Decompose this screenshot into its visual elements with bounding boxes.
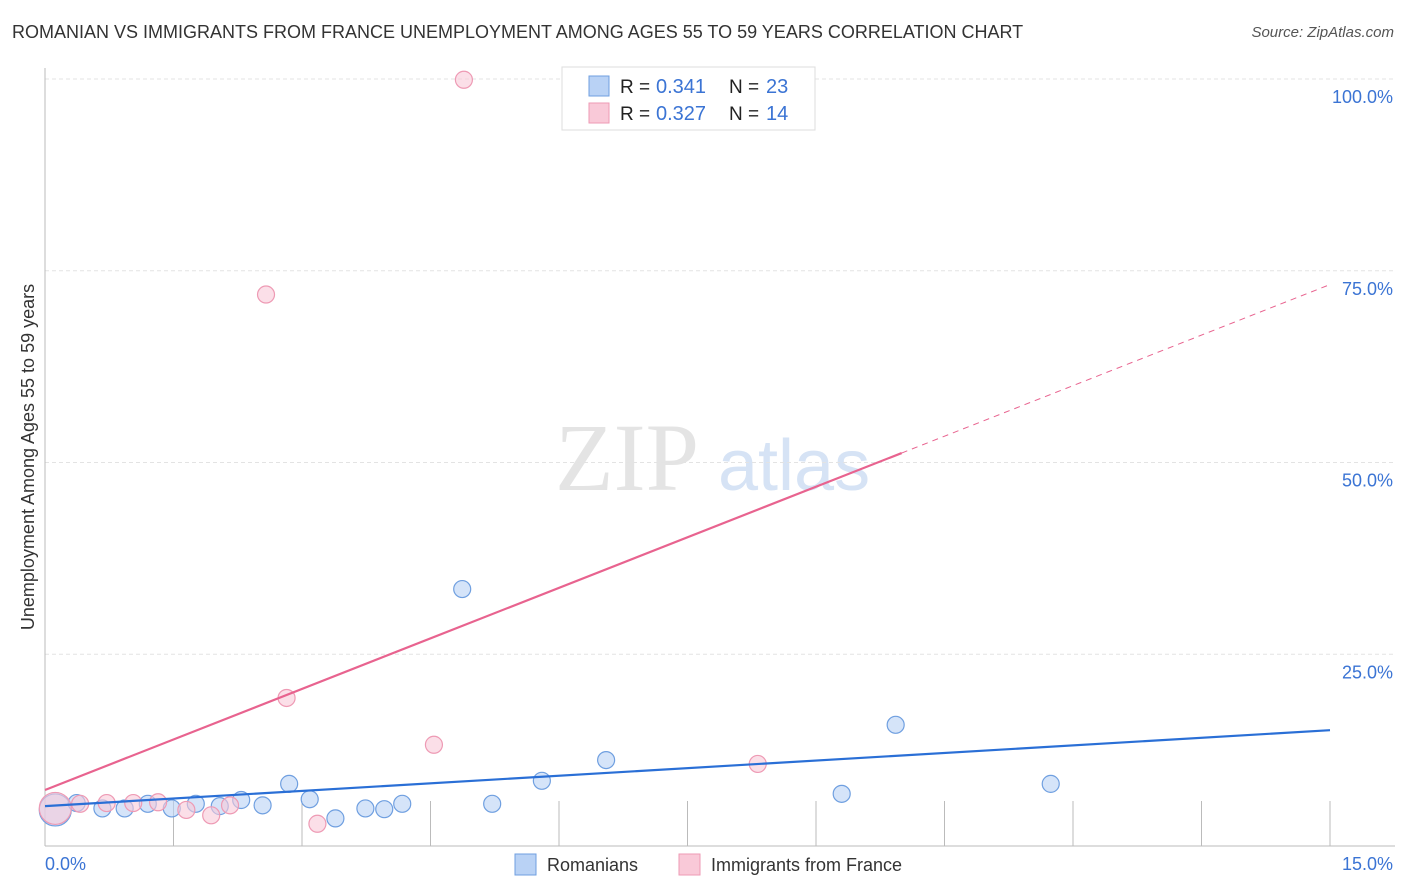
romanians-point	[280, 774, 299, 793]
immigrants-france-point	[202, 806, 221, 825]
legend-label-immigrants-france: Immigrants from France	[711, 855, 902, 875]
romanians-point	[253, 796, 272, 815]
immigrants-france-point	[308, 814, 327, 833]
legend-r-label: R =	[620, 104, 650, 125]
immigrants-france-point	[256, 285, 276, 304]
legend-swatch-immigrants-france	[678, 853, 701, 876]
legend-r-value: 0.341	[656, 76, 706, 98]
y-tick-label: 100.0%	[1332, 87, 1393, 107]
romanians-point	[356, 799, 375, 818]
legend-n-value: 14	[766, 103, 788, 125]
romanians-point	[832, 784, 851, 803]
romanians-point	[300, 790, 319, 809]
immigrants-france-point	[38, 791, 72, 826]
romanians-point	[393, 794, 412, 813]
legend-swatch	[588, 102, 610, 124]
legend-n-value: 23	[766, 76, 788, 98]
x-tick-label: 0.0%	[45, 854, 86, 874]
immigrants-france-trend-extension	[901, 284, 1331, 454]
y-tick-label: 75.0%	[1342, 279, 1393, 299]
legend-swatch-romanians	[514, 853, 537, 876]
immigrants-france-point	[177, 800, 196, 820]
immigrants-france-point	[454, 70, 474, 89]
immigrants-france-point	[424, 735, 444, 754]
romanians-trend-line	[44, 729, 1331, 808]
immigrants-france-point	[220, 796, 240, 815]
romanians-point	[597, 750, 616, 770]
immigrants-france-point	[148, 793, 168, 812]
watermark-zip: ZIP	[555, 404, 699, 511]
chart-source: Source: ZipAtlas.com	[1251, 24, 1394, 41]
romanians-point	[453, 579, 472, 599]
romanians-point	[1041, 774, 1060, 793]
legend-r-label: R =	[620, 77, 650, 98]
legend-r-value: 0.327	[656, 103, 706, 125]
y-tick-label: 25.0%	[1342, 662, 1393, 682]
y-axis-label: Unemployment Among Ages 55 to 59 years	[18, 284, 38, 630]
legend-label-romanians: Romanians	[547, 855, 638, 875]
romanians-point	[375, 800, 394, 819]
immigrants-france-trend-line	[44, 452, 903, 792]
chart-title: ROMANIAN VS IMMIGRANTS FROM FRANCE UNEMP…	[12, 22, 1024, 42]
legend-swatch	[588, 75, 610, 97]
legend-n-label: N =	[729, 104, 759, 125]
legend-n-label: N =	[729, 77, 759, 98]
x-tick-label: 15.0%	[1342, 854, 1393, 874]
romanians-point	[886, 715, 905, 734]
romanians-point	[483, 794, 502, 813]
y-tick-label: 50.0%	[1342, 471, 1393, 491]
watermark-atlas: atlas	[718, 426, 870, 506]
romanians-point	[532, 771, 551, 790]
immigrants-france-point	[124, 793, 143, 813]
romanians-point	[326, 809, 345, 828]
